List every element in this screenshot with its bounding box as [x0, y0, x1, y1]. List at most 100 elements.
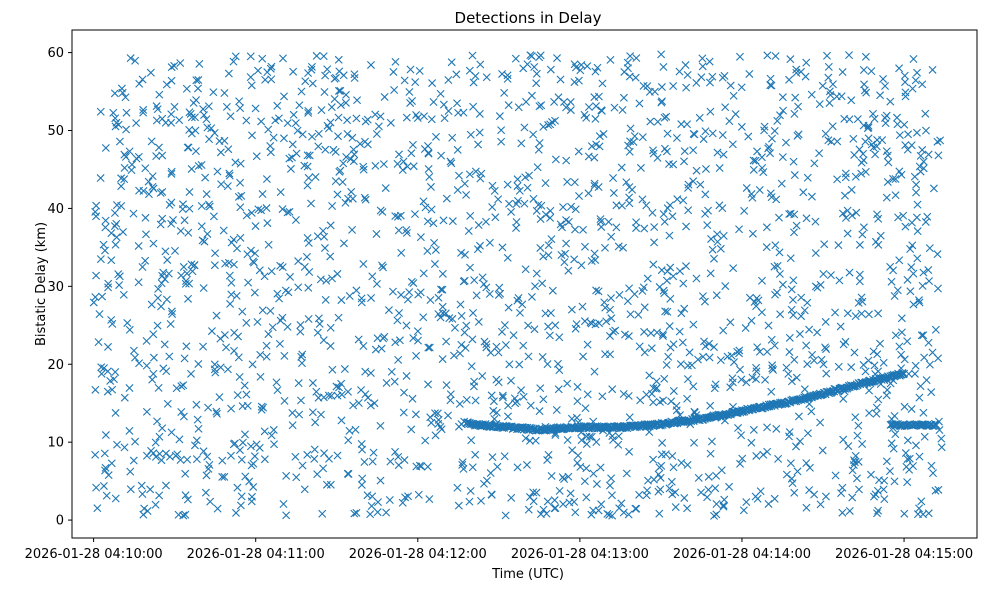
data-point — [167, 198, 176, 207]
data-point — [607, 474, 616, 483]
data-point — [187, 164, 196, 173]
data-point — [276, 188, 285, 197]
data-point — [689, 177, 698, 186]
data-point — [269, 425, 278, 434]
data-point — [125, 147, 134, 156]
data-point — [698, 54, 707, 63]
data-point — [751, 156, 760, 165]
data-point — [784, 369, 793, 378]
data-point — [167, 118, 176, 127]
data-point — [335, 167, 344, 176]
data-point — [737, 375, 746, 384]
data-point — [535, 138, 544, 147]
data-point — [752, 302, 761, 311]
data-point — [334, 313, 343, 322]
data-point — [141, 256, 150, 265]
data-point — [469, 382, 478, 391]
data-point — [760, 122, 769, 131]
data-point — [431, 132, 440, 141]
data-point — [751, 492, 760, 501]
data-point — [96, 174, 105, 183]
data-point — [242, 116, 251, 125]
data-point — [464, 227, 473, 235]
data-point — [774, 454, 783, 463]
data-point — [659, 396, 668, 405]
data-point — [631, 504, 640, 513]
data-point — [402, 228, 411, 237]
data-point — [120, 175, 129, 184]
data-point — [158, 424, 167, 433]
data-point — [699, 352, 708, 361]
data-point — [454, 108, 463, 117]
data-point — [187, 369, 195, 378]
data-point — [271, 116, 280, 125]
data-point — [652, 384, 661, 392]
data-point — [861, 167, 870, 176]
data-point — [323, 65, 332, 74]
data-point — [257, 405, 266, 414]
data-point — [110, 222, 119, 231]
data-point — [334, 55, 343, 64]
data-point — [619, 389, 628, 398]
data-point — [278, 263, 287, 272]
data-point — [419, 269, 428, 278]
data-point — [283, 119, 292, 128]
data-point — [297, 352, 306, 361]
data-point — [580, 477, 589, 486]
data-point — [663, 129, 672, 138]
data-point — [274, 114, 283, 123]
data-point — [433, 409, 442, 418]
data-point — [703, 221, 712, 230]
data-point — [663, 267, 672, 276]
data-point — [553, 359, 562, 368]
data-point — [247, 497, 256, 506]
data-point — [497, 126, 506, 135]
data-point — [532, 79, 541, 88]
data-point — [917, 497, 926, 506]
data-point — [704, 472, 713, 481]
data-point — [698, 62, 707, 71]
data-point — [213, 504, 222, 513]
data-point — [367, 293, 376, 302]
data-point — [175, 435, 184, 444]
data-point — [366, 401, 375, 410]
data-point — [350, 509, 359, 518]
data-point — [149, 369, 158, 378]
data-point — [752, 375, 761, 384]
data-point — [770, 126, 779, 135]
data-point — [241, 472, 250, 481]
data-point — [283, 208, 292, 217]
data-point — [397, 290, 406, 299]
data-point — [334, 113, 343, 122]
data-point — [266, 148, 275, 157]
data-point — [825, 98, 834, 107]
data-point — [852, 208, 861, 217]
data-point — [575, 191, 584, 200]
data-point — [822, 345, 831, 354]
data-point — [891, 174, 900, 183]
data-point — [594, 506, 603, 515]
data-point — [541, 309, 550, 318]
data-point — [692, 274, 701, 283]
data-point — [199, 284, 208, 293]
data-point — [664, 352, 673, 361]
data-point — [319, 52, 328, 61]
data-point — [129, 456, 138, 465]
data-point — [225, 169, 234, 178]
data-point — [250, 288, 259, 297]
data-point — [796, 437, 805, 446]
data-point — [924, 150, 933, 159]
data-point — [718, 131, 727, 140]
data-point — [273, 289, 282, 298]
data-point — [129, 346, 138, 355]
data-point — [690, 130, 699, 139]
data-point — [739, 506, 748, 515]
data-point — [742, 183, 751, 192]
data-point — [103, 367, 112, 376]
data-point — [665, 322, 674, 331]
data-point — [291, 119, 300, 128]
data-point — [386, 118, 395, 127]
data-point — [176, 456, 185, 464]
data-point — [394, 461, 403, 470]
